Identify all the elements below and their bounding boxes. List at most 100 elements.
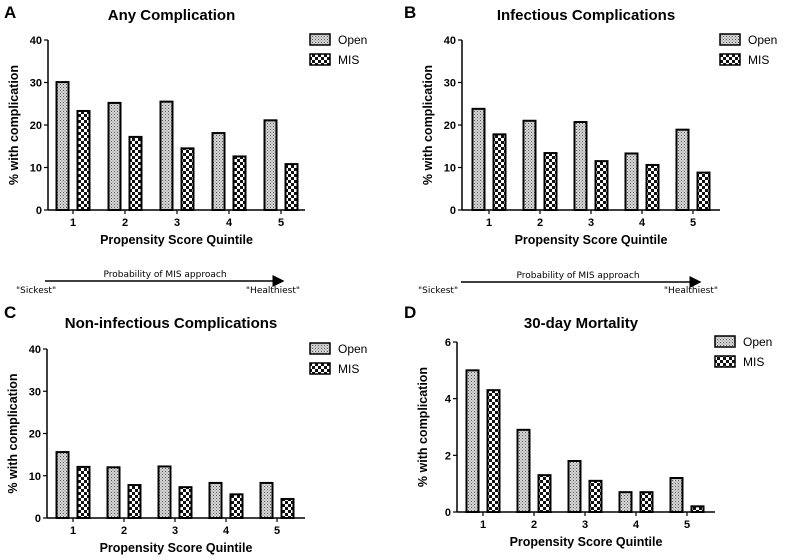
y-tick-label: 10 bbox=[29, 471, 41, 483]
legend-label-mis: MIS bbox=[338, 362, 359, 376]
bar-open-q5 bbox=[263, 119, 278, 211]
x-tick-label: 2 bbox=[121, 525, 127, 537]
y-tick-label: 6 bbox=[445, 337, 451, 349]
mis-probability-arrow-right: Probability of MIS approach "Sickest" "H… bbox=[418, 271, 718, 296]
bar-mis-q4 bbox=[639, 491, 654, 513]
bar-open-q4 bbox=[624, 152, 639, 212]
y-axis-label: % with complication bbox=[6, 373, 20, 493]
x-tick-label: 5 bbox=[690, 217, 696, 229]
legend-label-mis: MIS bbox=[338, 53, 359, 67]
y-tick-label: 0 bbox=[36, 205, 42, 217]
arrow-label: Probability of MIS approach bbox=[516, 271, 639, 281]
x-tick-label: 3 bbox=[582, 519, 588, 531]
x-tick-label: 4 bbox=[633, 519, 640, 531]
bar-mis-q3 bbox=[594, 160, 609, 211]
bar-mis-q2 bbox=[537, 474, 552, 513]
bar-mis-q2 bbox=[543, 152, 558, 212]
legend-label-open: Open bbox=[338, 33, 367, 47]
legend-swatch-mis bbox=[714, 355, 736, 368]
x-tick-label: 3 bbox=[588, 217, 594, 229]
panel-d: D 30-day Mortality 0 2 4 6 1 2 3 4 5 Propensity Sco… bbox=[404, 303, 772, 549]
bar-mis-q4 bbox=[645, 163, 660, 211]
y-tick-label: 0 bbox=[35, 513, 41, 525]
bar-open-q2 bbox=[107, 101, 122, 211]
mis-probability-arrow-left: Probability of MIS approach "Sickest" "H… bbox=[16, 270, 300, 296]
y-tick-label: 0 bbox=[450, 205, 456, 217]
legend: Open MIS bbox=[714, 335, 772, 369]
bar-mis-q3 bbox=[180, 147, 195, 211]
x-axis-label: Propensity Score Quintile bbox=[100, 541, 253, 555]
y-tick-label: 30 bbox=[30, 78, 42, 90]
legend: Open MIS bbox=[309, 342, 367, 376]
y-tick-label: 20 bbox=[29, 429, 41, 441]
x-tick-label: 1 bbox=[70, 525, 76, 537]
bar-mis-q5 bbox=[696, 171, 711, 212]
panel-letter: D bbox=[404, 303, 416, 322]
y-tick-label: 40 bbox=[30, 35, 42, 47]
chart-title: Infectious Complications bbox=[497, 7, 675, 24]
y-tick-label: 10 bbox=[444, 163, 456, 175]
legend-label-mis: MIS bbox=[748, 53, 769, 67]
chart-title: Non-infectious Complications bbox=[65, 315, 278, 332]
x-tick-label: 2 bbox=[537, 217, 543, 229]
arrow-label: Probability of MIS approach bbox=[103, 270, 226, 280]
bar-open-q1 bbox=[55, 451, 70, 519]
y-axis-label: % with complication bbox=[7, 65, 21, 185]
bar-open-q4 bbox=[211, 132, 226, 211]
legend: Open MIS bbox=[309, 33, 367, 67]
bar-open-q4 bbox=[618, 491, 633, 513]
x-tick-label: 5 bbox=[278, 217, 284, 229]
legend-label-open: Open bbox=[338, 342, 367, 356]
x-tick-label: 4 bbox=[639, 217, 646, 229]
y-tick-label: 0 bbox=[445, 507, 451, 519]
panel-letter: C bbox=[4, 303, 16, 322]
bar-mis-q3 bbox=[178, 486, 193, 520]
bar-open-q4 bbox=[208, 481, 223, 519]
bar-open-q3 bbox=[159, 100, 174, 211]
bar-open-q2 bbox=[516, 428, 531, 514]
legend-swatch-open bbox=[309, 33, 331, 46]
bar-mis-q2 bbox=[128, 135, 143, 211]
x-tick-label: 4 bbox=[223, 525, 230, 537]
x-tick-label: 3 bbox=[172, 525, 178, 537]
y-tick-label: 10 bbox=[30, 163, 42, 175]
x-axis-label: Propensity Score Quintile bbox=[515, 233, 668, 247]
chart-title: 30-day Mortality bbox=[524, 315, 639, 332]
y-tick-label: 20 bbox=[30, 120, 42, 132]
y-axis-label: % with complication bbox=[421, 65, 435, 185]
bar-mis-q5 bbox=[690, 505, 705, 514]
bar-open-q5 bbox=[259, 481, 274, 519]
bar-mis-q5 bbox=[280, 497, 295, 519]
y-tick-label: 30 bbox=[444, 78, 456, 90]
legend-swatch-open bbox=[309, 342, 331, 355]
bar-mis-q2 bbox=[127, 484, 142, 520]
y-tick-label: 2 bbox=[445, 450, 451, 462]
bar-mis-q1 bbox=[76, 465, 91, 520]
bar-open-q3 bbox=[573, 121, 588, 211]
x-tick-label: 2 bbox=[122, 217, 128, 229]
panel-letter: A bbox=[4, 3, 16, 22]
panel-a: A Any Complication 0 10 20 30 40 1 2 3 4 5 Propensit… bbox=[4, 3, 367, 247]
panel-letter: B bbox=[404, 3, 416, 22]
bar-open-q1 bbox=[465, 369, 480, 514]
sickest-label: "Sickest" bbox=[418, 286, 458, 296]
x-tick-label: 1 bbox=[486, 217, 492, 229]
y-tick-label: 20 bbox=[444, 120, 456, 132]
bar-mis-q4 bbox=[229, 493, 244, 519]
legend-swatch-mis bbox=[309, 362, 331, 375]
bar-mis-q1 bbox=[486, 389, 501, 513]
healthiest-label: "Healthiest" bbox=[664, 286, 718, 296]
bar-mis-q1 bbox=[76, 109, 91, 211]
chart-title: Any Complication bbox=[108, 7, 236, 24]
y-tick-label: 4 bbox=[445, 394, 452, 406]
bar-open-q5 bbox=[675, 128, 690, 211]
bar-mis-q1 bbox=[492, 133, 507, 212]
y-tick-label: 30 bbox=[29, 386, 41, 398]
bar-open-q5 bbox=[669, 477, 684, 513]
bar-open-q1 bbox=[471, 107, 486, 211]
x-tick-label: 5 bbox=[684, 519, 690, 531]
x-tick-label: 1 bbox=[70, 217, 76, 229]
x-tick-label: 5 bbox=[274, 525, 280, 537]
panel-c: C Non-infectious Complications 0 10 20 30 40 1 2… bbox=[4, 303, 367, 555]
